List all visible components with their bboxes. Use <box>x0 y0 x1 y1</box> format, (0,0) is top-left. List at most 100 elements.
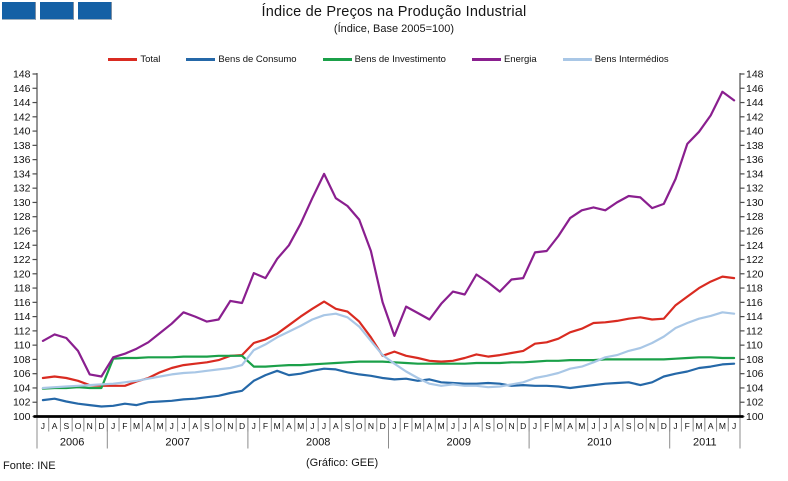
x-axis-month-label: J <box>111 421 115 431</box>
y-axis-label-left: 112 <box>14 325 31 337</box>
x-axis-month-label: J <box>41 421 45 431</box>
y-axis-label-left: 144 <box>13 97 31 109</box>
x-axis-month-label: F <box>685 421 690 431</box>
y-axis-label-right: 136 <box>746 154 764 166</box>
y-axis-label-right: 120 <box>746 268 764 280</box>
x-axis-month-label: J <box>732 421 736 431</box>
y-axis-label-right: 128 <box>746 211 764 223</box>
legend-label: Bens de Investimento <box>354 54 446 65</box>
y-axis-label-right: 132 <box>746 183 764 195</box>
x-axis-month-label: S <box>63 421 69 431</box>
legend-label: Energia <box>503 54 537 65</box>
logo-square <box>78 2 112 20</box>
x-axis-year-label: 2009 <box>447 437 471 449</box>
x-axis-month-label: A <box>145 421 151 431</box>
source-note: Fonte: INE <box>3 460 56 472</box>
x-axis-month-label: S <box>485 421 491 431</box>
page-title: Índice de Preços na Produção Industrial <box>261 4 527 20</box>
y-axis-label-right: 122 <box>746 254 764 266</box>
x-axis-month-label: J <box>181 421 185 431</box>
y-axis-label-left: 126 <box>13 225 31 237</box>
y-axis-label-right: 146 <box>746 83 764 95</box>
y-axis-label-right: 142 <box>746 111 764 123</box>
x-axis-month-label: M <box>414 421 421 431</box>
y-axis-label-left: 102 <box>13 397 31 409</box>
x-axis-month-label: A <box>192 421 198 431</box>
legend-item-total: Total <box>108 54 160 65</box>
x-axis-month-label: D <box>380 421 386 431</box>
x-axis-month-label: M <box>274 421 281 431</box>
y-axis-label-right: 140 <box>746 126 764 138</box>
legend-label: Total <box>140 54 161 65</box>
x-axis-month-label: J <box>533 421 537 431</box>
series-line-energia <box>41 90 736 378</box>
y-axis-label-right: 110 <box>746 340 763 352</box>
y-axis-label-left: 100 <box>13 411 31 423</box>
y-axis-label-right: 134 <box>746 168 764 180</box>
x-axis-year-label: 2010 <box>587 437 611 449</box>
legend-line-swatch <box>471 58 501 61</box>
ine-logo <box>2 2 112 20</box>
x-axis-month-label: M <box>438 421 445 431</box>
chart-legend: Total Bens de Consumo Bens de Investimento… <box>37 54 740 65</box>
x-axis-month-label: J <box>322 421 326 431</box>
x-axis-month-label: D <box>239 421 245 431</box>
x-axis-year-label: 2008 <box>306 437 330 449</box>
y-axis-label-left: 146 <box>13 83 31 95</box>
y-axis-label-left: 130 <box>13 197 31 209</box>
y-axis-label-left: 122 <box>13 254 31 266</box>
x-axis-month-label: D <box>661 421 667 431</box>
y-axis-label-left: 114 <box>14 311 31 323</box>
y-axis-label-left: 118 <box>14 283 31 295</box>
x-axis-year-label: 2006 <box>60 437 84 449</box>
y-axis-label-right: 148 <box>746 69 764 81</box>
series-line-total <box>41 275 736 387</box>
x-axis-month-label: O <box>496 421 503 431</box>
credit-note: (Gráfico: GEE) <box>306 457 379 469</box>
logo-square <box>2 2 36 20</box>
x-axis-month-label: M <box>695 421 702 431</box>
x-axis-month-label: D <box>520 421 526 431</box>
y-axis-label-right: 118 <box>746 283 763 295</box>
x-axis-month-label: A <box>474 421 480 431</box>
y-axis-label-left: 104 <box>13 382 31 394</box>
x-axis-month-label: J <box>673 421 677 431</box>
x-axis-month-label: J <box>603 421 607 431</box>
legend-item-energia: Energia <box>471 54 537 65</box>
x-axis-month-label: F <box>263 421 268 431</box>
x-axis-month-label: A <box>427 421 433 431</box>
x-axis-month-label: J <box>451 421 455 431</box>
x-axis-month-label: N <box>368 421 374 431</box>
x-axis-month-label: F <box>544 421 549 431</box>
page-subtitle: (Índice, Base 2005=100) <box>333 23 455 35</box>
y-axis-label-left: 124 <box>13 240 31 252</box>
series-line-bens-interm-dios <box>41 311 736 390</box>
x-axis-month-label: J <box>392 421 396 431</box>
y-axis-label-left: 106 <box>13 368 31 380</box>
x-axis-year-label: 2007 <box>165 437 189 449</box>
x-axis-month-label: O <box>637 421 644 431</box>
x-axis-month-label: F <box>403 421 408 431</box>
x-axis-month-label: N <box>227 421 233 431</box>
legend-item-bens-interm-dios: Bens Intermédios <box>562 54 669 65</box>
x-axis-month-label: N <box>649 421 655 431</box>
y-axis-label-right: 108 <box>746 354 764 366</box>
y-axis-label-left: 132 <box>13 183 31 195</box>
x-axis-month-label: N <box>508 421 514 431</box>
y-axis-label-left: 148 <box>13 69 31 81</box>
y-axis-label-left: 120 <box>13 268 31 280</box>
x-axis-month-label: A <box>286 421 292 431</box>
legend-line-swatch <box>322 58 352 61</box>
x-axis-month-label: J <box>591 421 595 431</box>
y-axis-label-right: 104 <box>746 382 764 394</box>
x-axis-month-label: S <box>204 421 210 431</box>
series-line-bens-de-investimento <box>41 354 736 390</box>
y-axis-label-left: 142 <box>13 111 31 123</box>
x-axis-month-label: S <box>626 421 632 431</box>
y-axis-label-left: 108 <box>13 354 31 366</box>
y-axis-label-left: 128 <box>13 211 31 223</box>
y-axis-label-left: 134 <box>13 168 31 180</box>
legend-item-bens-de-consumo: Bens de Consumo <box>186 54 297 65</box>
